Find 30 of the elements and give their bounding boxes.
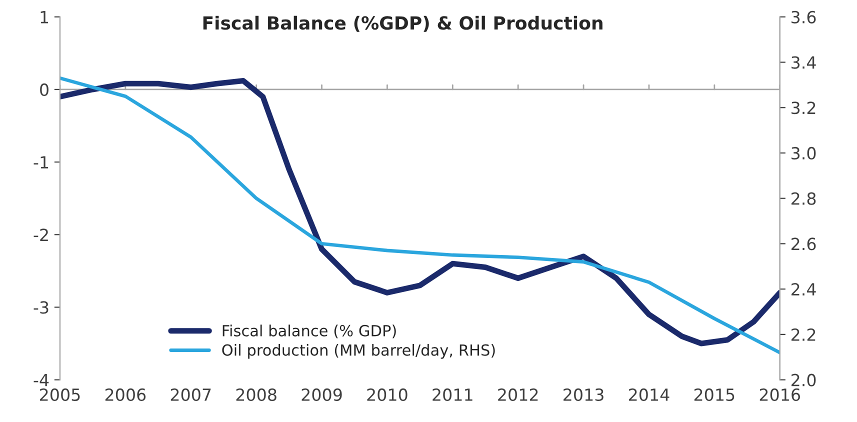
y-tick-label: 1 <box>40 11 48 24</box>
legend-label: Oil production (MM barrel/day, RHS) <box>222 344 495 359</box>
x-tick-label: 2011 <box>432 388 472 402</box>
legend-label: Fiscal balance (% GDP) <box>222 324 396 338</box>
y2-tick-label: 2.2 <box>792 328 816 341</box>
y2-tick-label: 2.0 <box>792 374 816 386</box>
y2-tick-label: 3.6 <box>792 10 816 24</box>
x-tick-label: 2006 <box>105 388 146 402</box>
y-tick-label: -4 <box>34 374 49 386</box>
x-tick-label: 2012 <box>498 388 538 402</box>
y2-tick-label: 3.4 <box>792 56 816 69</box>
y-tick-label: -1 <box>34 156 48 168</box>
x-tick-label: 2013 <box>564 388 604 402</box>
y2-tick-label: 3.0 <box>792 146 816 160</box>
y2-tick-label: 3.2 <box>792 102 816 114</box>
y-tick-label: -2 <box>34 228 48 241</box>
y-tick-label: -3 <box>34 301 48 314</box>
y2-tick-label: 2.6 <box>792 238 816 250</box>
y2-tick-label: 2.4 <box>792 283 816 296</box>
x-tick-label: 2009 <box>302 388 342 402</box>
y2-tick-label: 2.8 <box>792 192 816 205</box>
y-tick-label: 0 <box>40 83 48 96</box>
x-tick-label: 2005 <box>40 388 80 402</box>
x-tick-label: 2014 <box>628 388 670 402</box>
x-tick-label: 2010 <box>367 388 408 402</box>
x-tick-label: 2015 <box>694 388 734 402</box>
x-tick-label: 2016 <box>760 388 800 402</box>
chart-title: Fiscal Balance (%GDP) & Oil Production <box>203 16 602 32</box>
x-tick-label: 2008 <box>236 388 276 402</box>
x-tick-label: 2007 <box>170 388 211 402</box>
